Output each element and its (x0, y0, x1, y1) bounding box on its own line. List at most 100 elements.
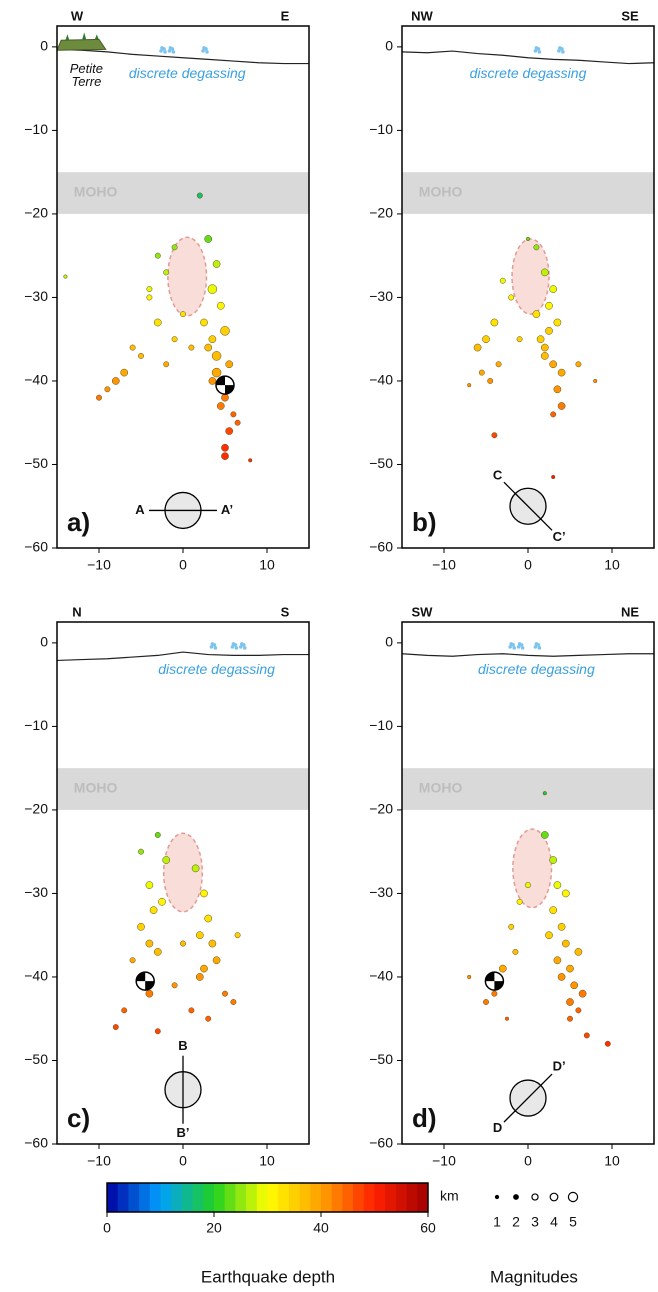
x-tick-label: 0 (179, 1153, 187, 1169)
colorbar-tick-label: 60 (420, 1220, 436, 1236)
colorbar-step (321, 1183, 333, 1212)
earthquake (191, 864, 200, 873)
moho-band (57, 172, 309, 214)
profile-end: B’ (177, 1125, 190, 1140)
earthquake (163, 361, 170, 368)
reservoir (511, 238, 550, 315)
size-legend-marker (513, 1194, 519, 1200)
earthquake (553, 881, 562, 889)
earthquake (225, 360, 234, 369)
earthquake (96, 394, 102, 401)
colorbar-step (406, 1183, 418, 1212)
panel: MOHO discrete degassing D D’ d) SW NE 0 −10 −20 −3… (369, 604, 655, 1169)
profile-end: D’ (553, 1058, 566, 1073)
y-tick-label: −30 (369, 288, 393, 304)
moho-band (57, 768, 309, 810)
y-tick-label: −50 (24, 1051, 48, 1067)
earthquake (532, 310, 541, 318)
direction-label: W (71, 8, 84, 23)
earthquake (550, 411, 557, 418)
y-tick-label: 0 (385, 634, 393, 650)
earthquake (145, 939, 154, 948)
moho-label: MOHO (74, 780, 118, 796)
profile-start: B (178, 1038, 187, 1053)
earthquake (230, 411, 237, 418)
earthquake (188, 344, 195, 351)
y-tick-label: −40 (24, 968, 48, 984)
y-tick-label: −20 (369, 801, 393, 817)
bubble-icon (537, 50, 542, 54)
bubble-icon (159, 49, 163, 53)
y-tick-label: −10 (24, 717, 48, 733)
x-tick-label: −10 (87, 557, 111, 573)
earthquake (533, 244, 540, 251)
earthquake (516, 898, 523, 905)
profile-line (514, 493, 542, 520)
y-tick-label: −60 (24, 539, 48, 555)
colorbar-step (224, 1183, 236, 1212)
earthquake (593, 378, 598, 384)
island-label: Terre (71, 74, 101, 89)
direction-label: SW (412, 604, 434, 619)
topography (402, 50, 654, 65)
colorbar-step (171, 1183, 183, 1212)
colorbar-tick-label: 40 (313, 1220, 329, 1236)
earthquake (153, 948, 162, 956)
earthquake (570, 981, 579, 990)
bubble-icon (171, 50, 176, 54)
colorbar-step (342, 1183, 354, 1212)
colorbar-step (395, 1183, 408, 1212)
y-tick-label: −40 (369, 372, 393, 388)
direction-label: N (72, 604, 81, 619)
size-legend-marker (549, 1192, 559, 1202)
bubble-icon (557, 49, 561, 53)
colorbar-step (385, 1183, 397, 1212)
earthquake (495, 361, 502, 368)
moho-band (402, 768, 654, 810)
panel: MOHO discrete degassing C C’ b) NW SE 0 −10 −20 −3… (369, 8, 655, 573)
earthquake (508, 294, 515, 301)
size-legend-label: 4 (550, 1214, 558, 1230)
earthquake (112, 1024, 119, 1031)
focal-quadrants (136, 972, 155, 991)
bubble-icon (519, 643, 524, 647)
y-tick-label: −60 (369, 539, 393, 555)
bubble-icon (163, 50, 167, 54)
bubble-icon (537, 646, 542, 650)
earthquake (162, 856, 171, 864)
earthquake (234, 419, 241, 426)
earthquake (491, 990, 498, 997)
earthquake (171, 336, 178, 343)
y-tick-label: −10 (369, 121, 393, 137)
earthquake (575, 1007, 582, 1014)
earthquake (180, 940, 186, 947)
island-icon (57, 38, 107, 51)
earthquake (207, 284, 218, 294)
reservoir (512, 828, 553, 909)
moho-label: MOHO (74, 184, 118, 200)
earthquake (549, 906, 558, 914)
earthquake (222, 990, 228, 997)
bubble-icon (233, 643, 238, 647)
bubble-icon (561, 50, 565, 54)
earthquake (566, 998, 574, 1006)
earthquake (578, 989, 587, 998)
plot-area: MOHO discrete degassing B B’ (57, 642, 309, 1140)
earthquake (549, 285, 558, 293)
direction-label: E (281, 8, 290, 23)
y-tick-label: −50 (369, 455, 393, 471)
plot-area: MOHO discrete degassing C C’ (402, 46, 654, 544)
colorbar-step (246, 1183, 258, 1212)
colorbar-step (267, 1183, 279, 1212)
bubble-icon (508, 645, 512, 649)
earthquake (567, 1015, 573, 1022)
degassing-label: discrete degassing (470, 65, 587, 81)
degassing-label: discrete degassing (129, 65, 246, 81)
panel-label: a) (67, 507, 90, 537)
direction-label: S (281, 604, 290, 619)
colorbar-unit: km (440, 1188, 459, 1204)
colorbar-tick-label: 20 (206, 1220, 222, 1236)
y-tick-label: −20 (24, 205, 48, 221)
earthquake (491, 432, 498, 439)
size-legend-marker (531, 1193, 539, 1201)
